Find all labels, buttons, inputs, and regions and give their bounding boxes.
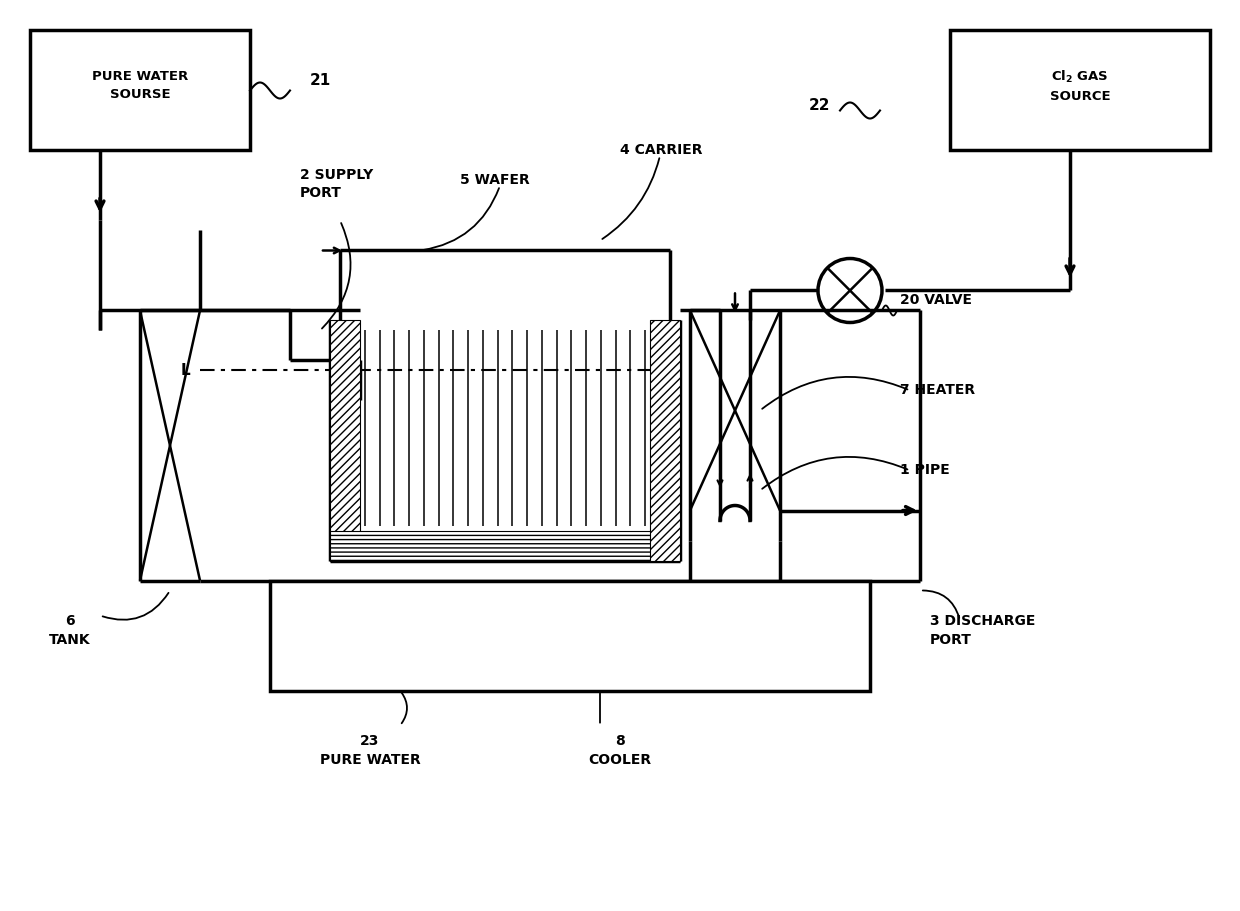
Text: 22: 22 [808, 98, 830, 113]
Text: PURE WATER
SOURSE: PURE WATER SOURSE [92, 70, 188, 101]
Text: 4 CARRIER: 4 CARRIER [620, 144, 703, 158]
Bar [270, 580, 870, 691]
Text: 5 WAFER: 5 WAFER [460, 173, 529, 188]
Text: 23
PURE WATER: 23 PURE WATER [320, 734, 420, 767]
Bar [330, 321, 360, 560]
Text: 20 VALVE: 20 VALVE [900, 293, 972, 308]
Text: L: L [180, 363, 190, 378]
Bar [650, 321, 680, 560]
Text: $\mathregular{Cl_2}$ GAS
SOURCE: $\mathregular{Cl_2}$ GAS SOURCE [1050, 68, 1110, 103]
Bar [330, 530, 680, 560]
Text: 2 SUPPLY
PORT: 2 SUPPLY PORT [300, 169, 373, 200]
Bar [950, 30, 1210, 150]
Text: 6
TANK: 6 TANK [50, 614, 91, 647]
Text: 21: 21 [310, 73, 331, 88]
Text: 7 HEATER: 7 HEATER [900, 384, 975, 397]
Text: 8
COOLER: 8 COOLER [589, 734, 651, 767]
Bar [30, 30, 250, 150]
Text: 3 DISCHARGE
PORT: 3 DISCHARGE PORT [930, 614, 1035, 647]
Text: 1 PIPE: 1 PIPE [900, 464, 950, 477]
